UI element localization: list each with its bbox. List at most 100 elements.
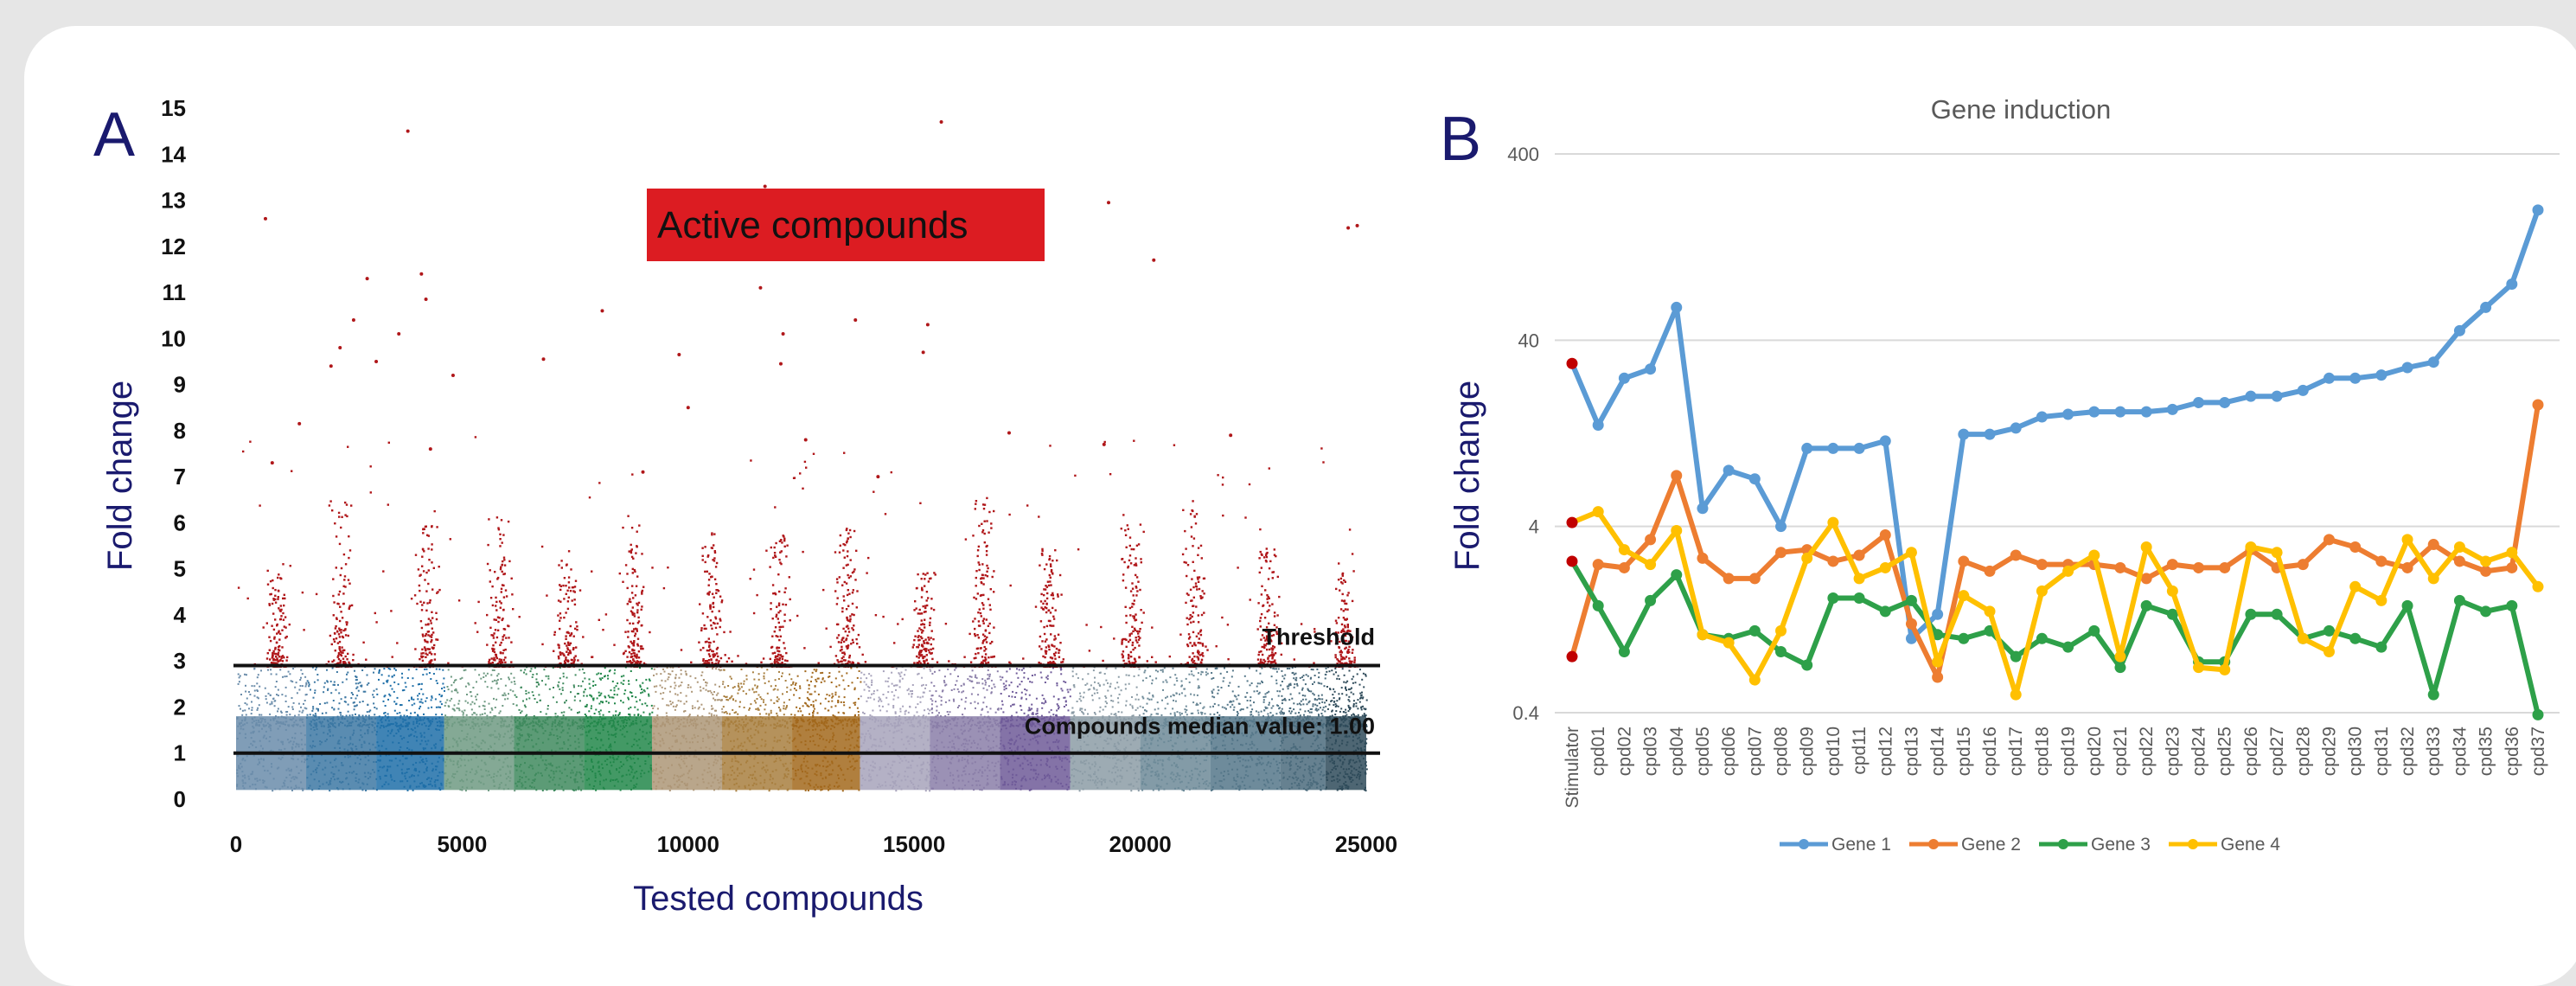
inactive-point bbox=[331, 707, 334, 709]
inactive-point bbox=[591, 705, 592, 707]
inactive-point bbox=[266, 722, 269, 725]
inactive-point bbox=[574, 734, 576, 737]
inactive-point bbox=[828, 701, 830, 702]
inactive-point bbox=[657, 781, 660, 784]
inactive-point bbox=[828, 675, 830, 678]
inactive-point bbox=[466, 778, 468, 781]
inactive-point bbox=[809, 713, 810, 715]
inactive-point bbox=[562, 672, 565, 675]
inactive-point bbox=[443, 686, 445, 688]
inactive-point bbox=[618, 766, 621, 769]
inactive-point bbox=[617, 780, 619, 783]
inactive-point bbox=[241, 714, 244, 716]
inactive-point bbox=[275, 722, 278, 725]
inactive-point bbox=[459, 779, 462, 782]
inactive-point bbox=[796, 730, 799, 733]
inactive-point bbox=[630, 746, 633, 748]
inactive-point bbox=[278, 725, 281, 727]
inactive-point bbox=[834, 691, 837, 694]
inactive-point bbox=[1000, 776, 1003, 778]
inactive-point bbox=[789, 716, 792, 719]
inactive-point bbox=[623, 719, 625, 721]
inactive-point bbox=[412, 723, 415, 726]
inactive-point bbox=[1027, 764, 1030, 765]
inactive-point bbox=[265, 724, 267, 727]
inactive-point bbox=[331, 766, 334, 768]
inactive-point bbox=[245, 684, 246, 687]
inactive-point bbox=[732, 722, 734, 725]
inactive-point bbox=[246, 721, 248, 724]
inactive-point bbox=[259, 721, 262, 724]
inactive-point bbox=[288, 770, 291, 772]
inactive-point bbox=[971, 762, 974, 765]
inactive-point bbox=[841, 724, 844, 727]
inactive-point bbox=[246, 755, 248, 758]
inactive-point bbox=[846, 722, 848, 725]
inactive-point bbox=[853, 701, 855, 704]
inactive-point bbox=[909, 737, 911, 740]
inactive-point bbox=[355, 678, 358, 681]
inactive-point bbox=[610, 717, 612, 720]
inactive-point bbox=[525, 776, 527, 778]
inactive-point bbox=[649, 741, 652, 744]
inactive-point bbox=[445, 737, 447, 739]
inactive-point bbox=[834, 785, 835, 788]
inactive-point bbox=[692, 707, 694, 710]
inactive-point bbox=[241, 771, 244, 773]
inactive-point bbox=[792, 778, 795, 781]
inactive-point bbox=[842, 679, 845, 682]
inactive-point bbox=[573, 686, 575, 688]
inactive-point bbox=[666, 720, 668, 723]
inactive-point bbox=[620, 765, 623, 767]
inactive-point bbox=[543, 721, 546, 724]
inactive-point bbox=[284, 695, 287, 697]
inactive-point bbox=[873, 744, 876, 746]
inactive-point bbox=[956, 718, 959, 720]
inactive-point bbox=[537, 723, 540, 726]
inactive-point bbox=[649, 714, 651, 716]
inactive-point bbox=[1020, 779, 1023, 782]
inactive-point bbox=[1043, 702, 1045, 705]
inactive-point bbox=[260, 714, 263, 716]
inactive-point bbox=[967, 762, 969, 765]
inactive-point bbox=[759, 716, 762, 718]
inactive-point bbox=[329, 726, 331, 728]
inactive-point bbox=[269, 703, 272, 706]
inactive-point bbox=[884, 781, 886, 784]
inactive-point bbox=[325, 781, 328, 784]
inactive-point bbox=[623, 718, 626, 720]
inactive-point bbox=[297, 772, 300, 774]
inactive-point bbox=[557, 738, 559, 740]
inactive-point bbox=[383, 695, 386, 698]
inactive-point bbox=[918, 778, 921, 781]
inactive-point bbox=[547, 677, 550, 680]
inactive-point bbox=[315, 669, 317, 671]
inactive-point bbox=[981, 718, 984, 720]
inactive-point bbox=[761, 767, 764, 770]
inactive-point bbox=[451, 723, 454, 726]
inactive-point bbox=[378, 672, 380, 674]
inactive-point bbox=[961, 691, 963, 694]
inactive-point bbox=[847, 738, 850, 740]
inactive-point bbox=[497, 787, 500, 790]
inactive-point bbox=[797, 727, 800, 729]
inactive-point bbox=[964, 738, 967, 740]
inactive-point bbox=[414, 731, 417, 733]
inactive-point bbox=[522, 746, 525, 748]
inactive-point bbox=[509, 777, 512, 779]
inactive-point bbox=[858, 789, 860, 791]
inactive-point bbox=[334, 726, 336, 728]
inactive-point bbox=[261, 727, 263, 730]
inactive-point bbox=[305, 707, 308, 710]
inactive-point bbox=[666, 667, 668, 669]
inactive-point bbox=[900, 788, 903, 791]
inactive-point bbox=[323, 691, 325, 694]
inactive-point bbox=[870, 675, 873, 677]
inactive-point bbox=[678, 757, 681, 759]
inactive-point bbox=[551, 765, 553, 767]
inactive-point bbox=[581, 780, 584, 783]
inactive-point bbox=[357, 718, 360, 720]
inactive-point bbox=[834, 677, 837, 680]
inactive-point bbox=[655, 725, 657, 727]
inactive-point bbox=[512, 703, 515, 705]
